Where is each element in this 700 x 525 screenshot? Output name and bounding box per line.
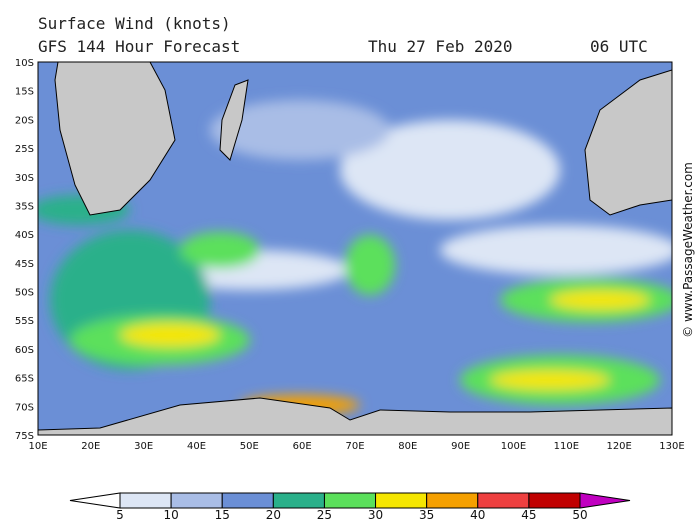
lat-label: 70S <box>15 402 34 413</box>
lat-label: 35S <box>15 201 34 212</box>
colorbar-segment <box>426 492 479 509</box>
lat-label: 10S <box>15 58 34 69</box>
forecast: GFS 144 Hour Forecast <box>38 37 240 56</box>
lat-label: 45S <box>15 259 34 270</box>
lon-label: 60E <box>293 441 312 452</box>
colorbar-label: 45 <box>521 508 536 522</box>
colorbar-segment <box>323 492 377 509</box>
colorbar-label: 40 <box>470 508 485 522</box>
colorbar-label: 30 <box>368 508 383 522</box>
lat-label: 25S <box>15 144 34 155</box>
colorbar-segment <box>477 492 530 509</box>
colorbar-segment <box>528 492 581 509</box>
credit: © www.PassageWeather.com <box>681 162 695 338</box>
lat-label: 30S <box>15 173 34 184</box>
colorbar-under <box>69 492 121 509</box>
map-frame <box>37 61 673 436</box>
colorbar-segment <box>221 492 274 509</box>
colorbar-segment <box>375 492 428 509</box>
colorbar-segment <box>272 492 325 509</box>
colorbar-over <box>579 492 631 509</box>
colorbar-label: 15 <box>215 508 230 522</box>
lat-label: 50S <box>15 288 34 299</box>
colorbar-segment <box>170 492 223 509</box>
lat-label: 75S <box>15 431 34 442</box>
colorbar-label: 10 <box>163 508 178 522</box>
lon-label: 80E <box>398 441 417 452</box>
title: Surface Wind (knots) <box>38 14 231 33</box>
date: Thu 27 Feb 2020 <box>368 37 513 56</box>
lon-label: 10E <box>28 441 47 452</box>
lat-label: 20S <box>15 115 34 126</box>
lat-label: 15S <box>15 87 34 98</box>
lon-label: 120E <box>606 441 631 452</box>
lat-label: 40S <box>15 230 34 241</box>
colorbar-label: 20 <box>266 508 281 522</box>
wind-field <box>38 62 672 435</box>
time: 06 UTC <box>590 37 648 56</box>
colorbar-segment <box>119 492 172 509</box>
lon-label: 40E <box>187 441 206 452</box>
lon-label: 70E <box>345 441 364 452</box>
lon-label: 30E <box>134 441 153 452</box>
lat-label: 55S <box>15 316 34 327</box>
lon-label: 50E <box>240 441 259 452</box>
colorbar-label: 50 <box>572 508 587 522</box>
colorbar-label: 35 <box>419 508 434 522</box>
lon-label: 110E <box>554 441 579 452</box>
lon-label: 90E <box>451 441 470 452</box>
colorbar-label: 5 <box>116 508 124 522</box>
lon-label: 20E <box>81 441 100 452</box>
lon-label: 100E <box>501 441 526 452</box>
lat-label: 65S <box>15 374 34 385</box>
colorbar-label: 25 <box>317 508 332 522</box>
lon-label: 130E <box>659 441 684 452</box>
lat-label: 60S <box>15 345 34 356</box>
